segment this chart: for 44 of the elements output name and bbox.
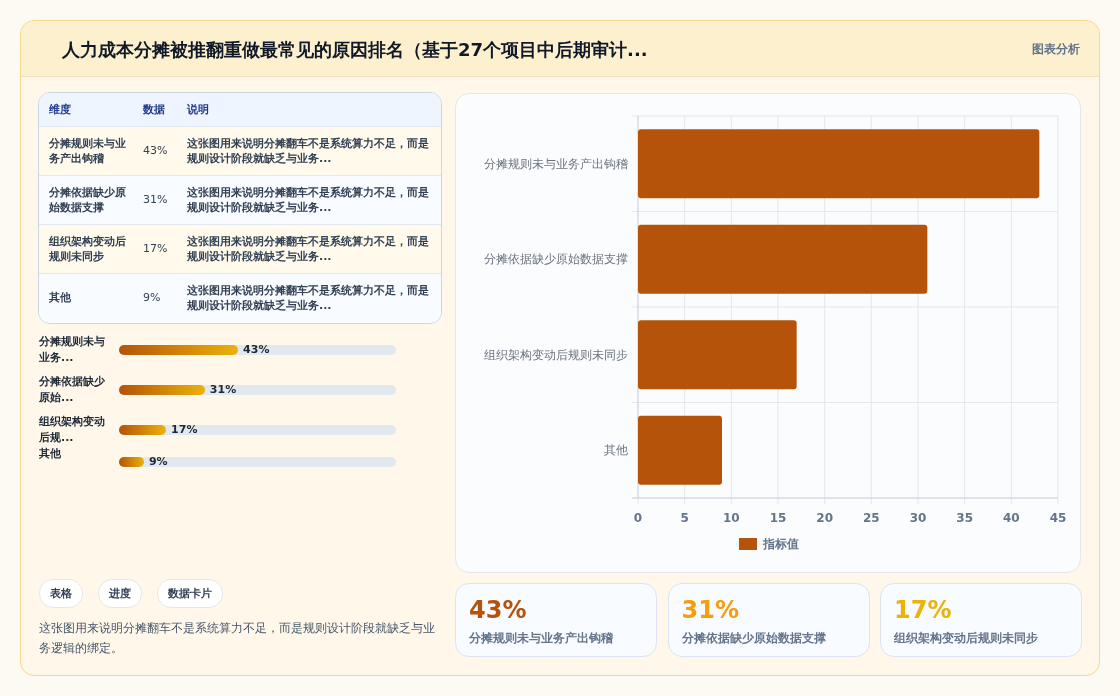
category-label: 组织架构变动后规则未同步 xyxy=(894,630,1038,647)
y-tick-label: 分摊规则未与业务产出钩稽 xyxy=(484,156,628,171)
x-tick-label: 15 xyxy=(769,511,787,525)
x-tick-label: 5 xyxy=(680,511,689,525)
x-tick-label: 35 xyxy=(956,511,974,525)
x-tick-label: 45 xyxy=(1049,511,1067,525)
y-tick-label: 分摊规则未与业务... xyxy=(39,334,106,366)
y-tick-label: 组织架构变动后规则未同步 xyxy=(484,347,628,362)
text: 人力成本分摊被推翻重做最常见的原因排名（基于27个项目中后期审计... xyxy=(62,38,648,62)
text: 数据卡片 xyxy=(157,579,223,608)
text: 进度 xyxy=(98,579,142,608)
bar xyxy=(638,320,797,390)
data-label: 43% xyxy=(243,343,270,356)
text: 表格 xyxy=(39,579,83,608)
x-tick-label: 0 xyxy=(633,511,643,525)
table-row: 分摊规则未与业务产出钩稽 43% 这张图用来说明分摊翻车不是系统算力不足，而是规则设计阶段就缺乏与业务... xyxy=(39,126,441,175)
x-tick-label: 30 xyxy=(909,511,927,525)
y-tick-label: 组织架构变动后规... xyxy=(39,414,106,446)
kpi-value: 43% xyxy=(469,596,527,624)
x-tick-label: 25 xyxy=(862,511,880,525)
text: 图表分析 xyxy=(1032,41,1080,58)
category-label: 分摊规则未与业务产出钩稽 xyxy=(469,630,613,647)
category-label: 分摊依据缺少原始数据支撑 xyxy=(681,630,826,647)
text: 这张图用来说明分摊翻车不是系统算力不足，而是规则设计阶段就缺乏与业务逻辑的绑定。 xyxy=(39,620,436,657)
y-tick-label: 其他 xyxy=(39,446,62,462)
bar xyxy=(638,415,722,485)
card-frame: 43% 分摊规则未与业务产出钩稽 xyxy=(455,583,657,657)
data-label: 31% xyxy=(209,383,237,396)
y-tick-label: 分摊依据缺少原始... xyxy=(39,374,106,406)
x-tick-label: 20 xyxy=(816,511,834,525)
legend-label: 指标值 xyxy=(762,537,799,551)
bar xyxy=(638,129,1040,199)
x-tick-label: 10 xyxy=(722,511,740,525)
y-tick-label: 分摊依据缺少原始数据支撑 xyxy=(484,252,628,267)
bar xyxy=(638,224,928,294)
data-label: 9% xyxy=(148,455,168,468)
data-label: 17% xyxy=(171,423,198,436)
y-tick-label: 其他 xyxy=(604,443,628,458)
card-frame: 17% 组织架构变动后规则未同步 xyxy=(880,583,1082,657)
table-row: 组织架构变动后规则未同步 17% 这张图用来说明分摊翻车不是系统算力不足，而是规则设计阶段就缺乏与业务... xyxy=(39,224,441,273)
kpi-value: 31% xyxy=(681,596,739,624)
kpi-value: 17% xyxy=(894,596,952,624)
card-frame: 31% 分摊依据缺少原始数据支撑 xyxy=(667,583,870,657)
x-tick-label: 40 xyxy=(1002,511,1020,525)
